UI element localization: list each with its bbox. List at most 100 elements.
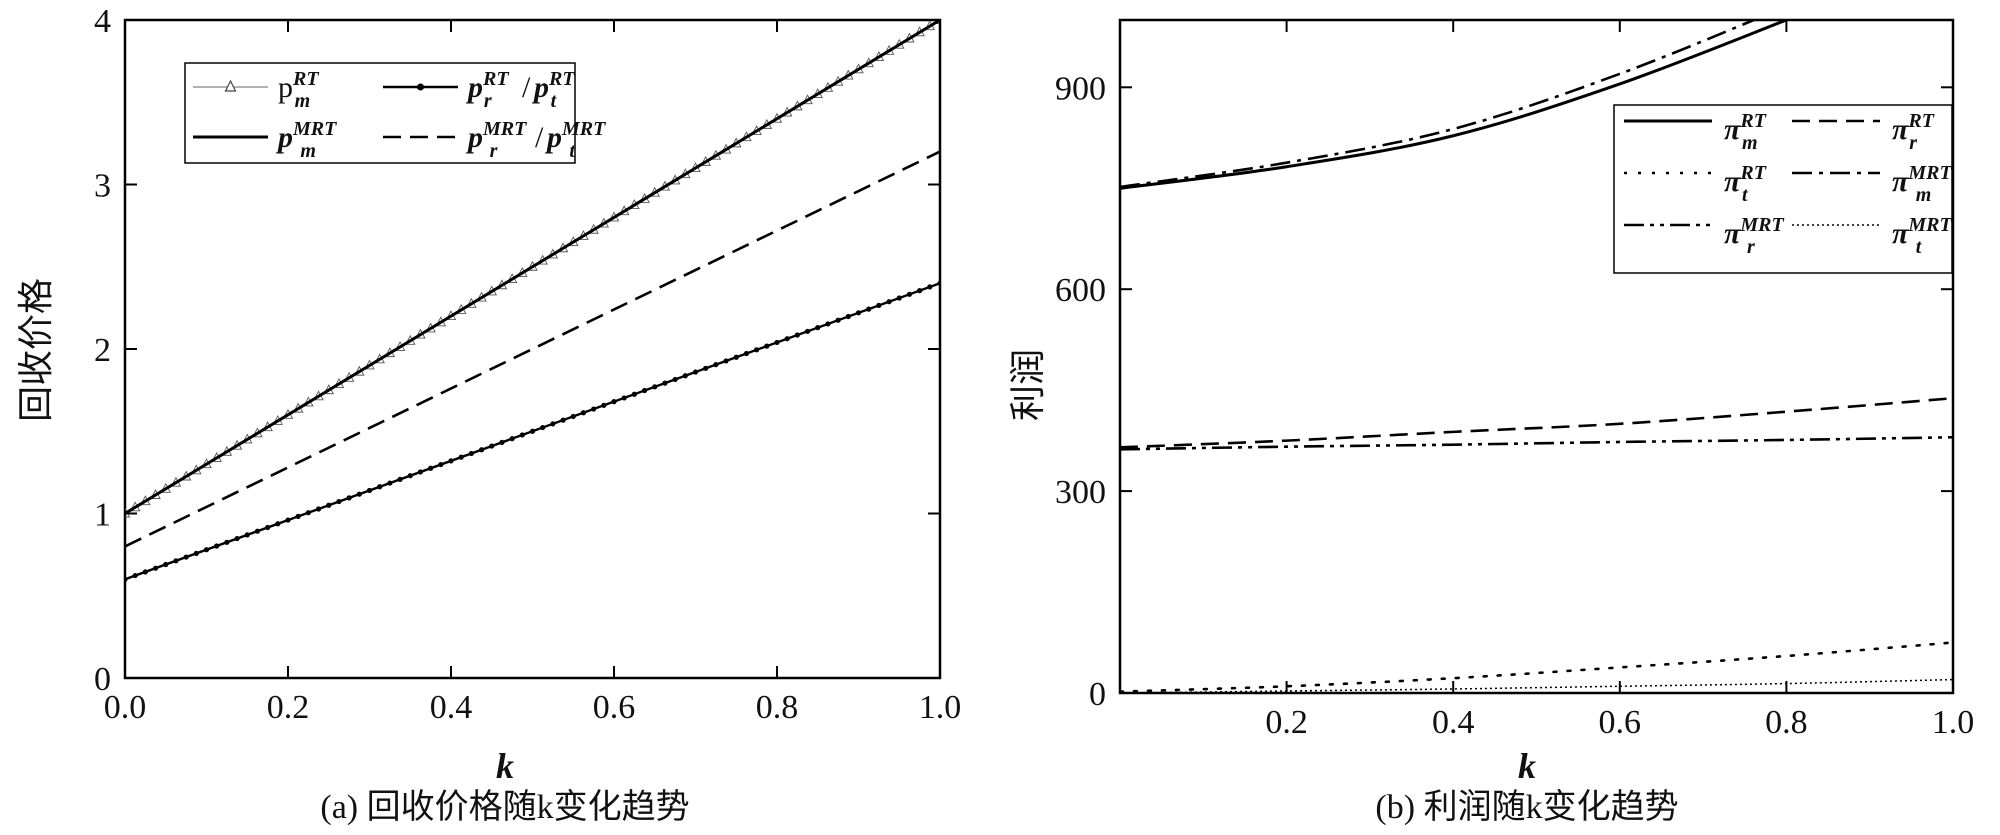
x-tick-label: 0.2 [1265,704,1308,741]
dot-marker [458,454,464,460]
dot-marker [478,447,485,453]
legend-a-label-0-base: p [278,71,293,104]
series-line-4 [1120,435,1953,451]
legend-a-label-3-sub: r [490,140,498,162]
dot-marker [468,450,474,457]
dot-marker [845,313,851,320]
dot-marker [611,399,617,405]
legend-b-label-0-sup: RT [1739,110,1766,132]
dot-marker [662,380,668,386]
dot-marker [203,547,210,553]
legend-a-label-2-sup: MRT [292,118,337,140]
dot-marker [163,561,169,568]
series-line-3 [125,150,940,548]
dot-marker [132,572,138,579]
legend-b-label-2-base: π [1724,165,1741,198]
x-tick-label: 1.0 [919,689,962,726]
legend-b-label-2-sub: t [1742,184,1749,206]
legend-a-item-0-marker [224,79,237,92]
legend-b-label-1-base: π [1892,113,1909,146]
dot-marker [417,469,424,475]
legend-b-label-1-sup: RT [1907,110,1934,132]
dot-marker [366,487,373,494]
legend-a-label-0-sub: m [295,90,311,112]
dot-marker [295,513,301,519]
dot-marker [580,410,587,416]
dot-marker [917,288,923,294]
panel-a-caption: (a) 回收价格随k变化趋势 [320,788,689,826]
y-tick-label: 1 [94,497,111,534]
dot-marker [125,576,128,582]
x-tick-label: 0.6 [1599,704,1642,741]
panel-a-xlabel: k [496,746,514,786]
panel-b-plot-frame [1118,18,1955,695]
dot-marker [183,554,189,560]
y-tick-label: 3 [94,168,111,205]
dot-marker [652,384,658,390]
legend-a-label-1: pRT r [465,68,509,112]
legend-a-label-1-sub: r [484,90,492,112]
legend-a-label-2-base: p [275,121,293,154]
x-tick-label: 0.4 [430,689,473,726]
dot-marker [591,406,597,412]
legend-b-label-5-base: π [1892,217,1909,250]
legend-b-box [1613,104,1953,274]
dot-marker [631,391,637,397]
legend-a-label-1-base: p [465,71,483,104]
dot-marker [234,535,240,542]
dot-marker [550,421,556,427]
dot-marker [265,524,271,531]
legend-a-label-3-base: p [465,121,483,154]
legend-b-label-3-sup: MRT [1907,162,1952,184]
x-tick-label: 0.6 [593,689,636,726]
legend-b-label-0-sub: m [1742,132,1758,154]
legend-a-label2-1: pRT t [531,68,575,112]
legend-b-label-5: πMRT t [1892,214,1953,258]
dot-marker [774,339,780,346]
legend-b-label-2: πRT t [1724,162,1767,206]
dot-marker [743,350,750,357]
dot-marker [713,362,719,368]
panel-b-ylabel: 利润 [1008,349,1048,421]
y-tick-label: 300 [1055,474,1106,511]
legend-a-label2-3: pMRT t [544,118,606,162]
legend-a-label-3-sup: MRT [482,118,527,140]
dot-marker [876,302,882,309]
dot-marker [896,295,902,301]
dot-marker [794,332,800,338]
x-tick-label: 0.8 [1765,704,1808,741]
dot-marker [244,532,250,538]
dot-marker [428,465,434,471]
legend-b-label-1-sub: r [1909,132,1917,154]
y-tick-label: 900 [1055,70,1106,107]
dot-marker [448,458,454,464]
series-line-0 [1120,20,1787,190]
panel-b-xlabel: k [1518,746,1536,786]
legend-a-label-1-sup: RT [482,68,509,90]
panel-b: 0.2 0.4 0.6 0.8 1.0 0 300 600 900 利润 k (b) 利润随k… [1008,18,1974,826]
y-tick-label: 600 [1055,272,1106,309]
dot-marker [326,502,332,508]
legend-a-slash-1: / [522,71,531,104]
dot-marker [927,284,933,290]
panel-a: 0.0 0.2 0.4 0.6 0.8 1.0 0 1 2 3 4 回收价格 k (a) 回收价格… [16,3,961,826]
dot-marker [672,376,678,383]
legend-a-item-1-marker [417,83,424,91]
legend-b-label-4-sup: MRT [1739,214,1784,236]
dot-marker [529,428,536,434]
dot-marker [315,506,322,512]
legend-b-label-0: πRT m [1724,110,1767,154]
dot-marker [906,291,913,297]
dot-marker [499,439,505,445]
legend-a-label-3: pMRT r [465,118,527,162]
dot-marker [377,484,383,490]
dot-marker [692,369,699,375]
legend-a-box [184,62,576,164]
legend-a-label2-1-base: p [531,71,549,104]
series-line-5 [1120,678,1953,693]
dot-marker [397,476,403,482]
dot-marker [224,539,230,545]
dot-marker [336,498,342,505]
series-line-2 [125,20,940,515]
